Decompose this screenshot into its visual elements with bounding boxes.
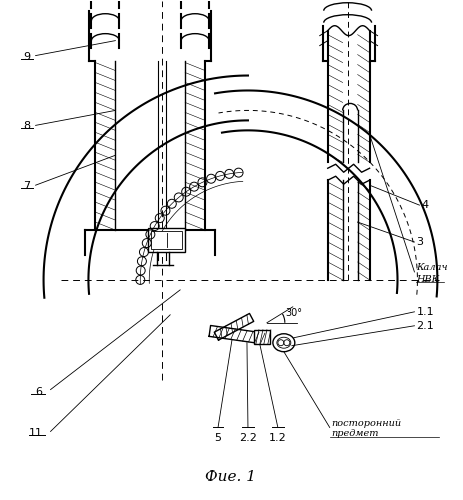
Text: 3: 3: [416, 237, 423, 247]
Text: посторонний: посторонний: [331, 419, 401, 428]
Text: НВК: НВК: [416, 276, 438, 284]
Ellipse shape: [276, 337, 290, 348]
Polygon shape: [209, 326, 264, 344]
Text: 1.1: 1.1: [416, 307, 433, 317]
Bar: [148, 228, 185, 252]
Text: 2.2: 2.2: [238, 434, 257, 444]
Bar: [151, 231, 182, 249]
Text: Калач: Калач: [416, 264, 447, 272]
Bar: [253, 330, 269, 344]
Text: 4: 4: [420, 200, 428, 210]
Ellipse shape: [272, 334, 294, 351]
Text: 5: 5: [214, 434, 221, 444]
Text: 30°: 30°: [284, 308, 301, 318]
Polygon shape: [214, 314, 253, 340]
Text: 11: 11: [29, 428, 43, 438]
Text: 8: 8: [24, 122, 31, 132]
Text: 2.1: 2.1: [416, 321, 433, 331]
Text: 9: 9: [24, 52, 31, 62]
Text: предмет: предмет: [331, 429, 378, 438]
Text: Фие. 1: Фие. 1: [204, 470, 255, 484]
Text: 7: 7: [24, 181, 31, 191]
Text: 1.2: 1.2: [269, 434, 286, 444]
Text: 6: 6: [36, 386, 43, 396]
